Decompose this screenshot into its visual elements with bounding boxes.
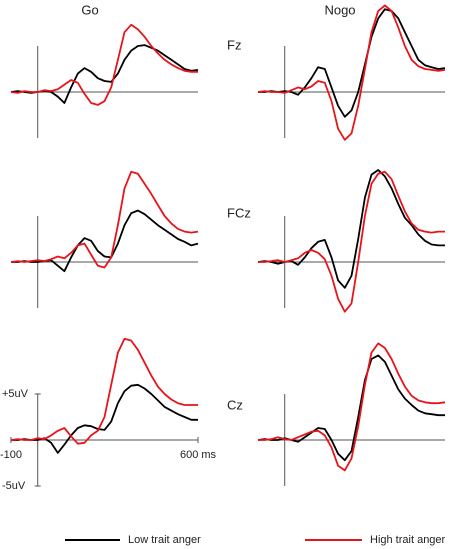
column-title: Go bbox=[81, 2, 98, 17]
erp-line bbox=[258, 342, 446, 472]
erp-line bbox=[257, 4, 446, 141]
erp-line bbox=[10, 337, 198, 445]
erp-line bbox=[257, 354, 445, 462]
erp-line bbox=[258, 8, 446, 118]
erp-line bbox=[10, 170, 199, 269]
erp-line bbox=[258, 170, 445, 313]
row-label: FCz bbox=[227, 205, 251, 220]
legend-label: Low trait anger bbox=[128, 534, 201, 546]
erp-line bbox=[10, 44, 199, 104]
y-tick-label: +5uV bbox=[2, 388, 29, 400]
column-title: Nogo bbox=[324, 2, 355, 17]
y-tick-label: -5uV bbox=[2, 480, 26, 492]
row-label: Fz bbox=[227, 37, 241, 52]
x-tick-label: -100 bbox=[0, 449, 22, 461]
erp-line bbox=[10, 23, 198, 106]
x-tick-label: 600 ms bbox=[180, 449, 217, 461]
legend-label: High trait anger bbox=[370, 534, 446, 546]
row-label: Cz bbox=[227, 397, 243, 412]
